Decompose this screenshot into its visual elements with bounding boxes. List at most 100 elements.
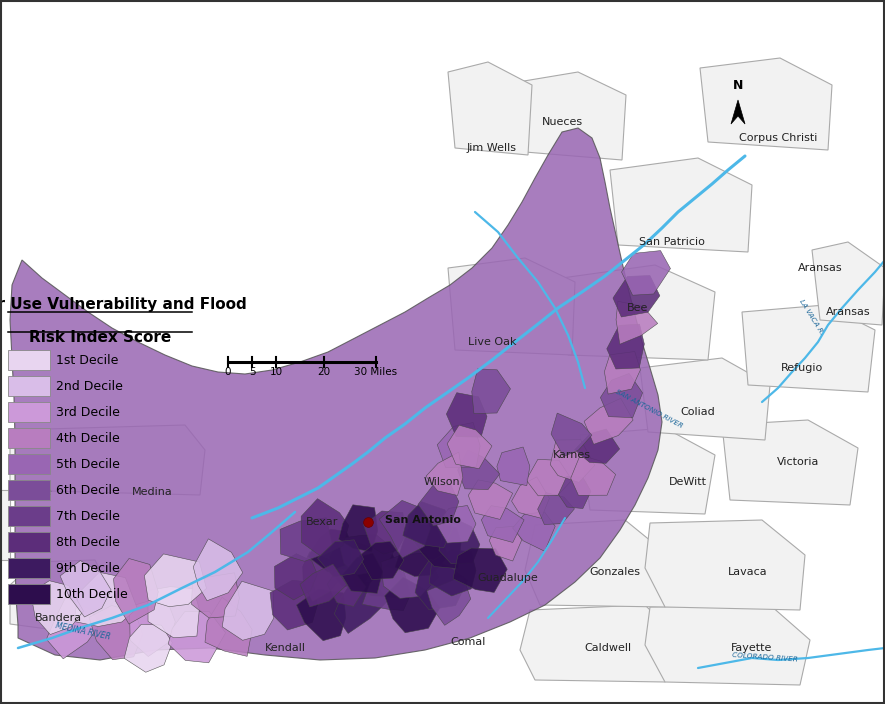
Polygon shape: [640, 358, 770, 440]
Text: Water Use Vulnerability and Flood: Water Use Vulnerability and Flood: [0, 297, 247, 312]
Polygon shape: [193, 539, 242, 601]
Polygon shape: [205, 597, 252, 656]
Polygon shape: [496, 447, 530, 486]
Text: 7th Decile: 7th Decile: [56, 510, 119, 522]
Polygon shape: [10, 128, 662, 660]
Polygon shape: [113, 558, 158, 624]
Polygon shape: [571, 455, 616, 496]
Polygon shape: [436, 505, 476, 543]
Polygon shape: [562, 265, 715, 360]
Text: Karnes: Karnes: [553, 450, 591, 460]
Text: DeWitt: DeWitt: [669, 477, 707, 487]
Text: Comal: Comal: [450, 637, 486, 647]
Text: Nueces: Nueces: [542, 117, 582, 127]
Polygon shape: [222, 582, 273, 640]
Polygon shape: [453, 548, 507, 593]
Polygon shape: [472, 369, 511, 413]
Text: Caldwell: Caldwell: [584, 643, 632, 653]
Text: 0: 0: [225, 367, 231, 377]
Polygon shape: [558, 476, 591, 508]
Polygon shape: [60, 560, 111, 617]
Polygon shape: [429, 550, 476, 596]
Polygon shape: [129, 601, 175, 657]
Polygon shape: [403, 502, 452, 548]
Bar: [8, 376, 50, 396]
Polygon shape: [148, 586, 199, 638]
Polygon shape: [296, 589, 346, 641]
Polygon shape: [812, 242, 885, 325]
Polygon shape: [124, 624, 173, 672]
Polygon shape: [395, 522, 448, 577]
Polygon shape: [10, 425, 205, 495]
Polygon shape: [616, 301, 658, 344]
Polygon shape: [46, 597, 100, 659]
Polygon shape: [512, 477, 550, 518]
Polygon shape: [379, 501, 430, 558]
Polygon shape: [385, 577, 440, 633]
Polygon shape: [481, 505, 524, 543]
Polygon shape: [645, 605, 810, 685]
Bar: [8, 480, 50, 500]
Polygon shape: [731, 100, 745, 124]
Polygon shape: [364, 511, 405, 554]
Polygon shape: [610, 158, 752, 252]
Text: 6th Decile: 6th Decile: [56, 484, 119, 496]
Text: San Patricio: San Patricio: [639, 237, 705, 247]
Polygon shape: [362, 565, 411, 610]
Polygon shape: [584, 398, 633, 444]
Text: 30 Miles: 30 Miles: [354, 367, 397, 377]
Bar: [8, 402, 50, 422]
Text: 2nd Decile: 2nd Decile: [56, 379, 123, 393]
Polygon shape: [270, 580, 318, 630]
Text: 3rd Decile: 3rd Decile: [56, 406, 119, 418]
Polygon shape: [0, 490, 10, 560]
Polygon shape: [448, 62, 532, 155]
Text: Uvalde: Uvalde: [12, 487, 51, 497]
Polygon shape: [537, 493, 574, 524]
Polygon shape: [427, 576, 471, 625]
Text: 4th Decile: 4th Decile: [56, 432, 119, 444]
Text: 9th Decile: 9th Decile: [56, 562, 119, 574]
Text: Risk Index Score: Risk Index Score: [29, 330, 171, 345]
Polygon shape: [468, 480, 512, 520]
Text: N: N: [733, 79, 743, 92]
Polygon shape: [448, 258, 575, 355]
Bar: [8, 454, 50, 474]
Text: 10th Decile: 10th Decile: [56, 588, 127, 601]
Text: Wilson: Wilson: [424, 477, 460, 487]
Text: 20: 20: [318, 367, 331, 377]
Polygon shape: [512, 512, 555, 551]
Polygon shape: [700, 58, 832, 150]
Polygon shape: [447, 425, 492, 469]
Text: San Antonio: San Antonio: [385, 515, 461, 525]
Bar: [8, 532, 50, 552]
Text: SAN ANTONIO RIVER: SAN ANTONIO RIVER: [615, 389, 684, 429]
Polygon shape: [722, 420, 858, 505]
Polygon shape: [437, 422, 481, 467]
Polygon shape: [520, 605, 680, 682]
Polygon shape: [327, 569, 366, 606]
Polygon shape: [303, 552, 341, 601]
Text: Live Oak: Live Oak: [468, 337, 516, 347]
Polygon shape: [439, 519, 480, 564]
Polygon shape: [359, 541, 404, 579]
Polygon shape: [489, 527, 522, 561]
Text: Bee: Bee: [627, 303, 649, 313]
Text: Coliad: Coliad: [681, 407, 715, 417]
Polygon shape: [418, 484, 458, 526]
Bar: [8, 584, 50, 604]
Polygon shape: [318, 540, 364, 577]
Polygon shape: [74, 572, 137, 627]
Text: Corpus Christi: Corpus Christi: [739, 133, 817, 143]
Polygon shape: [551, 413, 592, 457]
Text: Aransas: Aransas: [797, 263, 843, 273]
Polygon shape: [30, 581, 83, 634]
Polygon shape: [742, 305, 875, 392]
Text: Gonzales: Gonzales: [589, 567, 641, 577]
Polygon shape: [426, 452, 463, 496]
Polygon shape: [518, 72, 626, 160]
Polygon shape: [580, 428, 715, 514]
Polygon shape: [280, 517, 333, 561]
Text: Refugio: Refugio: [781, 363, 823, 373]
Polygon shape: [410, 522, 461, 569]
